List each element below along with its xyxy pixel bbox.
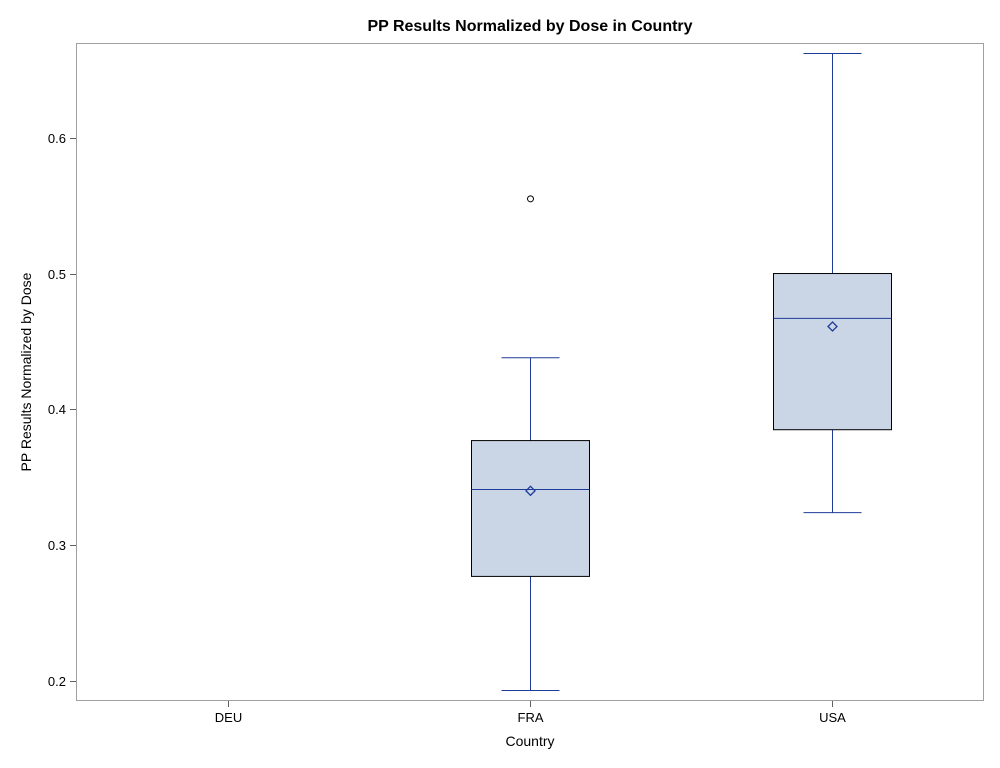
x-tick-label: DEU (215, 710, 242, 725)
iqr-box (471, 440, 590, 577)
x-tick-label: USA (819, 710, 846, 725)
mean-diamond-icon (525, 485, 536, 497)
y-tick-label: 0.5 (48, 267, 66, 282)
x-tick-label: FRA (518, 710, 544, 725)
x-axis: DEU FRA USA (215, 701, 846, 725)
iqr-box (773, 273, 892, 431)
x-axis-label: Country (505, 733, 554, 749)
y-tick-label: 0.6 (48, 131, 66, 146)
box-series (471, 53, 892, 691)
box-usa (773, 53, 892, 514)
chart-title: PP Results Normalized by Dose in Country (367, 18, 692, 35)
y-tick-label: 0.4 (48, 402, 66, 417)
y-tick-label: 0.2 (48, 674, 66, 689)
box-fra (471, 195, 590, 691)
outlier-circle-icon (527, 195, 534, 203)
mean-diamond-icon (827, 321, 838, 332)
y-tick-label: 0.3 (48, 538, 66, 553)
y-axis-label: PP Results Normalized by Dose (18, 272, 34, 471)
y-axis: 0.2 0.3 0.4 0.5 0.6 (48, 131, 76, 689)
